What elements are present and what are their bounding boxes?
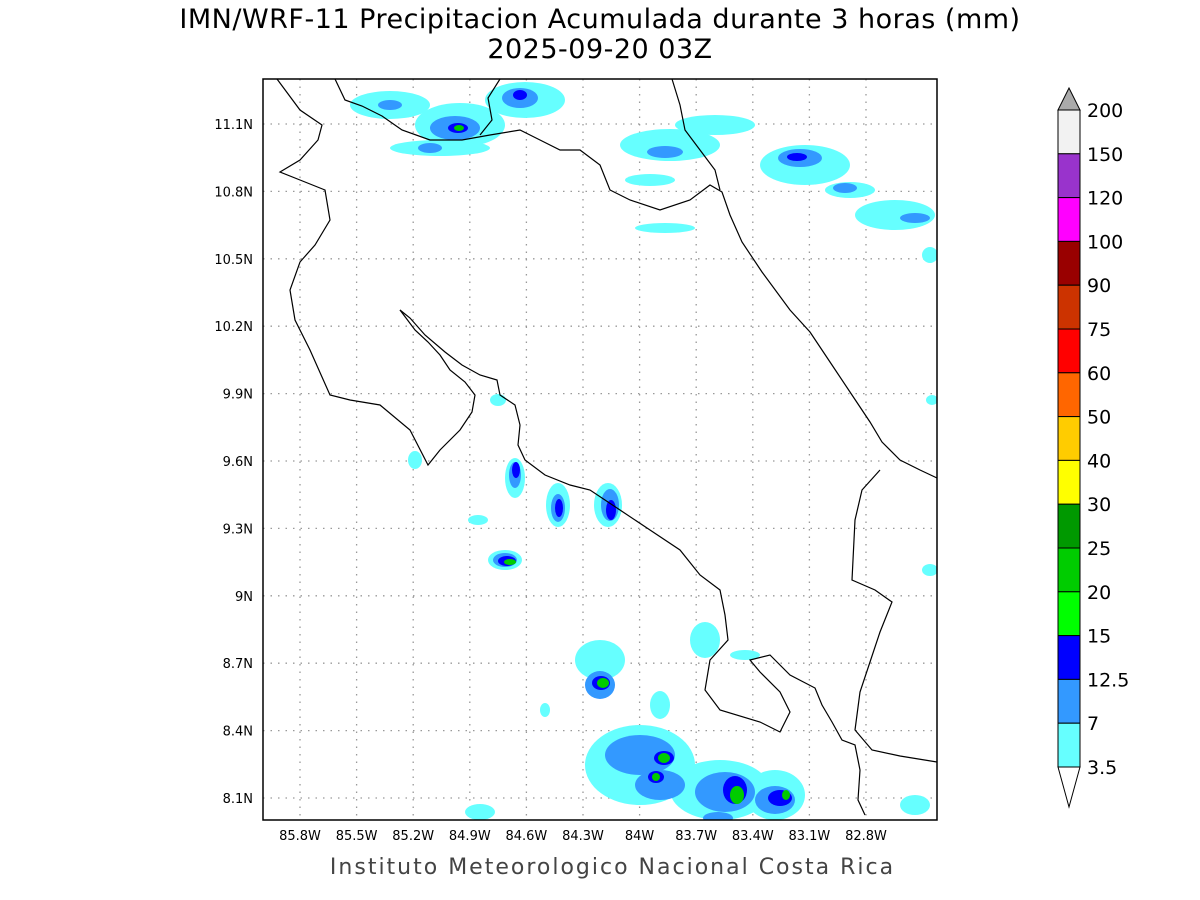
latitude-labels: 11.1N 10.8N 10.5N 10.2N 9.9N 9.6N 9.3N 9N 8.7N 8.…	[214, 118, 253, 807]
colorbar-label: 20	[1087, 582, 1111, 604]
colorbar-over-arrow	[1057, 86, 1081, 111]
colorbar-label: 200	[1087, 100, 1123, 122]
colorbar-swatch	[1057, 503, 1081, 549]
colorbar-swatch	[1057, 459, 1081, 505]
lon-tick-label: 85.2W	[392, 829, 434, 844]
lon-tick-label: 83.7W	[675, 829, 717, 844]
precip-field	[350, 82, 937, 820]
colorbar-under-arrow	[1057, 766, 1081, 809]
lat-tick-label: 8.4N	[223, 725, 253, 740]
colorbar-label: 3.5	[1087, 757, 1117, 779]
colorbar-swatch	[1057, 372, 1081, 418]
map-frame	[262, 78, 938, 821]
colorbar-swatch	[1057, 240, 1081, 286]
coastlines	[276, 79, 937, 816]
colorbar-swatch	[1057, 328, 1081, 374]
colorbar-label: 50	[1087, 407, 1111, 429]
colorbar-swatch	[1057, 416, 1081, 461]
colorbar-label: 100	[1087, 231, 1123, 253]
colorbar-swatch	[1057, 197, 1081, 242]
colorbar-label: 150	[1087, 144, 1123, 166]
colorbar-swatch	[1057, 284, 1081, 330]
lat-tick-label: 10.8N	[214, 185, 253, 200]
colorbar-label: 75	[1087, 319, 1111, 341]
colorbar-label: 15	[1087, 626, 1111, 648]
colorbar-swatch	[1057, 678, 1081, 724]
lat-tick-label: 11.1N	[214, 118, 253, 133]
lat-tick-label: 9.9N	[223, 388, 253, 403]
colorbar-swatch	[1057, 635, 1081, 680]
lat-tick-label: 10.2N	[214, 320, 253, 335]
colorbar-swatch	[1057, 153, 1081, 199]
map-valid-time: 2025-09-20 03Z	[487, 34, 713, 65]
colorbar-swatch	[1057, 109, 1081, 155]
lat-tick-label: 8.7N	[223, 657, 253, 672]
colorbar-label: 25	[1087, 538, 1111, 560]
colorbar-swatch	[1057, 722, 1081, 768]
lat-tick-label: 9.6N	[223, 455, 253, 470]
colorbar-label: 40	[1087, 450, 1111, 472]
lon-tick-label: 85.8W	[279, 829, 321, 844]
lon-tick-label: 84.6W	[505, 829, 547, 844]
longitude-labels: 85.8W 85.5W 85.2W 84.9W 84.6W 84.3W 84W 83.7W 83…	[279, 829, 887, 844]
lon-tick-label: 82.8W	[845, 829, 887, 844]
colorbar: 200 150 120 100 90 75 60 50 40 30 25 20 15 12.5 7 3.5	[1057, 86, 1129, 809]
colorbar-label: 60	[1087, 363, 1111, 385]
lon-tick-label: 85.5W	[336, 829, 378, 844]
colorbar-label: 90	[1087, 275, 1111, 297]
colorbar-label: 120	[1087, 188, 1123, 210]
lon-tick-label: 84W	[625, 829, 655, 844]
lon-tick-label: 84.9W	[449, 829, 491, 844]
colorbar-swatch	[1057, 547, 1081, 593]
map-title: IMN/WRF-11 Precipitacion Acumulada duran…	[179, 4, 1021, 35]
lat-tick-label: 10.5N	[214, 253, 253, 268]
lon-tick-label: 83.4W	[732, 829, 774, 844]
colorbar-label: 7	[1087, 713, 1099, 735]
lat-tick-label: 8.1N	[223, 792, 253, 807]
colorbar-label: 12.5	[1087, 669, 1129, 691]
lon-tick-label: 84.3W	[562, 829, 604, 844]
lat-tick-label: 9N	[235, 590, 253, 605]
colorbar-swatch	[1057, 591, 1081, 637]
lon-tick-label: 83.1W	[788, 829, 830, 844]
colorbar-label: 30	[1087, 494, 1111, 516]
footer-credit: Instituto Meteorologico Nacional Costa R…	[329, 855, 896, 880]
lat-tick-label: 9.3N	[223, 522, 253, 537]
